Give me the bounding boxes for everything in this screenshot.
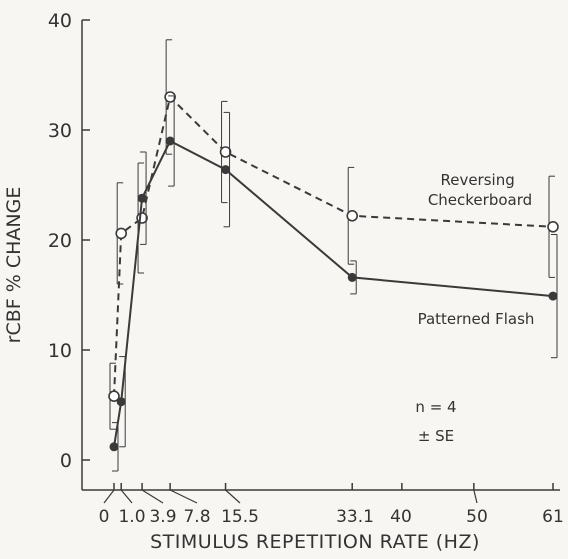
data-point-filled (347, 272, 357, 282)
error-bar-annotation: ± SE (418, 427, 454, 445)
x-tick-leader (169, 489, 198, 504)
y-tick-group: 0 10 20 30 40 (48, 10, 90, 472)
x-tick-label: 40 (390, 507, 412, 527)
data-point-open (115, 227, 127, 240)
x-tick-label: 61 (542, 507, 564, 527)
x-tick-label: 33.1 (336, 507, 374, 527)
legend-reversing-line1: Reversing (440, 171, 514, 189)
y-tick-label: 10 (48, 340, 72, 362)
data-point-open (346, 210, 359, 222)
series-group (108, 39, 559, 472)
x-tick-leader (225, 489, 241, 504)
y-axis-title: rCBF % CHANGE (3, 187, 25, 344)
x-tick-label: 0 (99, 507, 110, 527)
x-tick-label: 1.0 (118, 507, 145, 527)
y-tick-label: 30 (48, 120, 72, 142)
x-tick-label: 50 (466, 507, 488, 527)
y-tick-label: 20 (48, 230, 72, 252)
x-tick-group: 0 1.0 3.9 7.8 15.5 33.1 40 50 61 (99, 483, 564, 527)
data-point-open (219, 146, 232, 158)
data-point-open (547, 221, 559, 233)
series-0 (108, 39, 559, 430)
x-tick-leader (120, 489, 133, 504)
y-tick-label: 40 (48, 10, 72, 32)
data-point-open (164, 91, 176, 103)
series-1 (109, 95, 558, 472)
data-point-filled (548, 291, 558, 301)
x-tick-leader (141, 489, 164, 504)
x-tick-label: 7.8 (183, 507, 210, 527)
legend-reversing-checkerboard: Reversing Checkerboard (428, 171, 532, 209)
data-point-filled (165, 136, 175, 146)
legend-reversing-line2: Checkerboard (428, 191, 532, 209)
data-point-open (108, 390, 120, 403)
x-tick-leader (473, 489, 478, 504)
x-tick-label: 15.5 (221, 507, 259, 527)
y-tick-label: 0 (60, 450, 72, 472)
legend-patterned-flash: Patterned Flash (418, 310, 535, 328)
series-line (113, 95, 554, 397)
x-tick-label: 3.9 (149, 507, 176, 527)
sample-size-annotation: n = 4 (415, 398, 456, 416)
x-axis-title: STIMULUS REPETITION RATE (HZ) (150, 531, 480, 553)
data-point-filled (109, 442, 119, 452)
data-point-filled (221, 165, 231, 175)
x-tick-leader (103, 489, 115, 504)
data-point-filled (137, 193, 147, 203)
data-point-filled (116, 397, 126, 407)
